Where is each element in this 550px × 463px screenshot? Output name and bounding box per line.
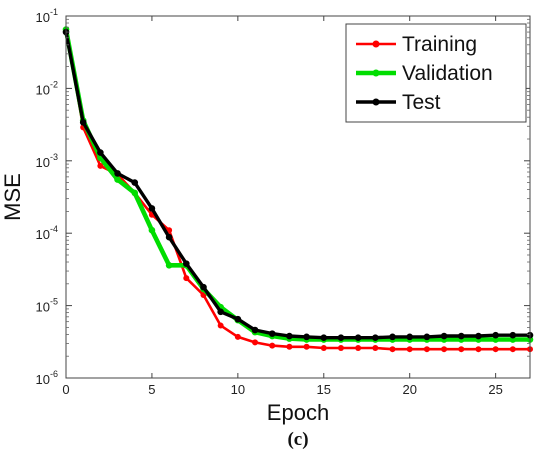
y-tick-base: 10 <box>36 227 50 242</box>
x-axis-ticks: 0 5 10 15 20 25 <box>62 16 503 397</box>
validation-legend-marker <box>372 69 380 77</box>
training-point <box>337 344 344 351</box>
training-point <box>475 346 482 353</box>
y-tick-label: 10-5 <box>36 297 58 315</box>
training-point <box>286 343 293 350</box>
training-series-line <box>64 29 530 351</box>
training-point <box>183 275 190 282</box>
y-tick-base: 10 <box>36 300 50 315</box>
training-legend-label: Training <box>402 33 477 56</box>
test-point <box>320 334 328 342</box>
figure-caption: (c) <box>287 429 308 450</box>
test-point <box>337 334 345 342</box>
validation-point <box>114 176 121 183</box>
validation-point <box>148 226 156 234</box>
training-point <box>252 339 259 346</box>
test-point <box>234 315 242 323</box>
validation-point <box>165 262 173 269</box>
y-axis-ticks: 10-610-510-410-310-210-1 <box>36 7 530 387</box>
training-legend-marker <box>372 40 380 48</box>
test-point <box>251 326 259 334</box>
validation-legend-label: Validation <box>402 62 493 85</box>
training-point <box>234 333 241 340</box>
test-point <box>372 334 379 342</box>
x-tick-label: 15 <box>317 382 331 397</box>
test-point <box>97 149 104 156</box>
test-point <box>423 333 431 341</box>
legend: Training Validation Test <box>345 23 527 123</box>
test-point <box>406 333 414 341</box>
test-point <box>268 330 276 337</box>
training-point <box>97 162 104 169</box>
y-tick-label: 10-2 <box>36 79 58 97</box>
test-point <box>492 331 499 339</box>
x-tick-label: 5 <box>148 382 155 397</box>
plot-marks <box>62 26 534 353</box>
y-tick-base: 10 <box>36 82 50 97</box>
y-tick-label: 10-1 <box>36 7 58 25</box>
training-point <box>269 342 276 349</box>
y-tick-base: 10 <box>36 10 50 25</box>
training-point <box>389 346 396 353</box>
training-point <box>217 322 224 329</box>
x-tick-label: 10 <box>231 382 245 397</box>
y-tick-exponent: -4 <box>50 224 58 234</box>
training-point <box>509 346 516 353</box>
test-point <box>131 179 139 186</box>
test-point <box>475 332 482 340</box>
test-point <box>509 331 517 339</box>
y-tick-base: 10 <box>36 372 50 387</box>
y-tick-exponent: -2 <box>50 79 58 89</box>
test-point <box>457 332 465 340</box>
test-point <box>114 170 121 177</box>
test-point <box>148 205 156 212</box>
test-point <box>440 332 448 340</box>
y-tick-exponent: -1 <box>50 7 58 17</box>
test-series-line <box>64 31 530 340</box>
training-point <box>423 346 430 353</box>
test-legend-label: Test <box>402 91 441 114</box>
training-point <box>355 344 362 351</box>
y-tick-label: 10-4 <box>36 224 58 242</box>
test-point <box>354 334 362 342</box>
y-tick-exponent: -5 <box>50 297 58 307</box>
validation-series-line <box>63 29 530 342</box>
test-point <box>303 333 310 341</box>
training-point <box>320 344 327 351</box>
y-tick-label: 10-6 <box>36 369 58 387</box>
test-legend-marker <box>372 98 380 106</box>
test-point <box>182 260 190 267</box>
plot-frame <box>65 15 531 379</box>
validation-point <box>131 189 139 197</box>
x-tick-label: 25 <box>488 382 502 397</box>
y-tick-base: 10 <box>36 155 50 170</box>
y-tick-exponent: -6 <box>50 369 58 379</box>
x-axis-label: Epoch <box>267 400 329 425</box>
training-point <box>492 346 499 353</box>
training-point <box>441 346 448 353</box>
test-point <box>286 332 293 340</box>
training-point <box>406 346 413 353</box>
x-tick-label: 0 <box>62 382 69 397</box>
y-tick-label: 10-3 <box>36 152 58 170</box>
test-point <box>389 333 396 341</box>
training-point <box>303 343 310 350</box>
test-point <box>217 308 224 316</box>
y-tick-exponent: -3 <box>50 152 58 162</box>
test-point <box>200 283 207 291</box>
test-point <box>79 119 87 126</box>
test-point <box>165 233 173 241</box>
training-point <box>372 344 379 351</box>
y-axis-label: MSE <box>0 173 25 221</box>
x-tick-label: 20 <box>402 382 416 397</box>
training-point <box>458 346 465 353</box>
